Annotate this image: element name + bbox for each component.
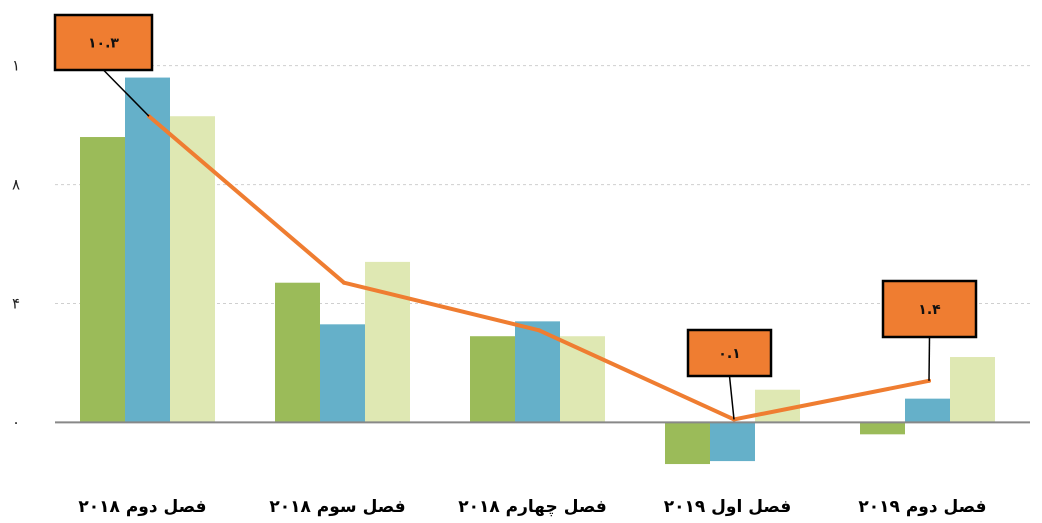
bar-series2-5	[905, 398, 950, 423]
y-tick-label: ۸	[12, 176, 20, 194]
bar-series1-3	[470, 336, 515, 423]
callouts: ۱۰.۳ ۰.۱ ۱.۴	[53, 13, 978, 420]
bar-series2-1	[125, 77, 170, 423]
callout-box	[881, 279, 978, 339]
bar-series	[80, 77, 995, 465]
callout-box	[53, 13, 154, 72]
x-category-label: فصل دوم ۲۰۱۸	[78, 497, 206, 517]
bar-series1-2	[275, 282, 320, 423]
callout-leader	[102, 69, 150, 117]
line-point	[342, 280, 346, 285]
callout-box	[686, 328, 773, 378]
y-tick-label: ۰	[12, 413, 20, 431]
y-axis-ticks: ۰ ۴ ۸ ۱	[12, 57, 20, 432]
bar-series1-1	[80, 137, 125, 423]
grid-lines	[55, 65, 1030, 305]
y-tick-label: ۱	[12, 57, 20, 75]
y-tick-label: ۴	[12, 295, 20, 313]
x-category-label: فصل اول ۲۰۱۹	[664, 497, 792, 517]
bar-series3-5	[950, 357, 995, 423]
x-category-label: فصل چهارم ۲۰۱۸	[458, 497, 607, 517]
bar-series2-4	[710, 422, 755, 462]
x-category-label: فصل دوم ۲۰۱۹	[858, 497, 986, 517]
callout-leader	[728, 375, 735, 420]
bar-series3-1	[170, 116, 215, 423]
x-axis-categories: فصل دوم ۲۰۱۸ فصل سوم ۲۰۱۸ فصل چهارم ۲۰۱۸ فص…	[78, 497, 986, 517]
bar-series3-2	[365, 261, 410, 423]
x-category-label: فصل سوم ۲۰۱۸	[269, 497, 405, 517]
callout-label: ۱.۴	[918, 302, 941, 318]
callout-label: ۱۰.۳	[88, 36, 119, 52]
callout-leader	[928, 336, 931, 381]
bar-series1-4	[665, 422, 710, 465]
line-point	[537, 328, 541, 333]
bar-series2-2	[320, 324, 365, 423]
callout-label: ۰.۱	[718, 346, 740, 362]
bar-series1-5	[860, 422, 905, 435]
